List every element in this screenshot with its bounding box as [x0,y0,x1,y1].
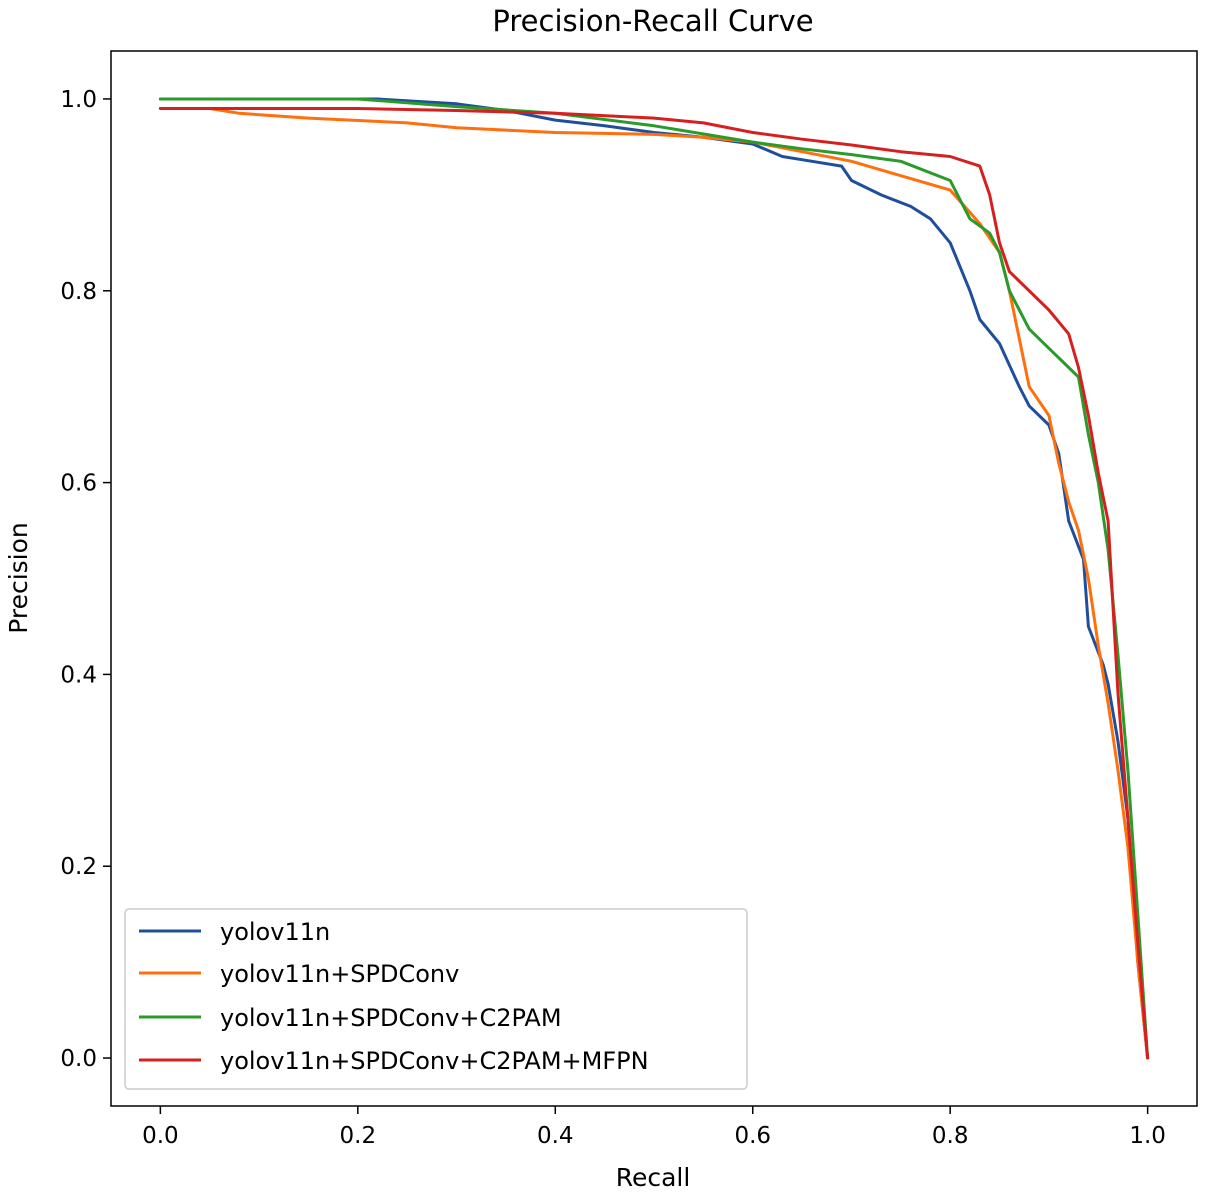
y-axis-label: Precision [4,522,33,634]
y-axis-ticks: 0.0 0.2 0.4 0.6 0.8 1.0 [60,87,111,1072]
legend-label-2: yolov11n+SPDConv [220,960,459,988]
series-line-3 [158,97,1150,1060]
y-tick-label: 0.8 [60,279,97,305]
x-tick-label: 0.8 [932,1123,969,1149]
x-tick-label: 0.4 [537,1123,574,1149]
legend-box [124,908,748,1090]
chart-title: Precision-Recall Curve [492,4,813,38]
legend-entries: yolov11n yolov11n+SPDConv yolov11n+SPDConv… [139,918,649,1075]
y-tick-label: 0.2 [60,854,97,880]
legend: yolov11n yolov11n+SPDConv yolov11n+SPDConv… [124,908,748,1090]
series-line-2 [158,107,1150,1060]
y-tick-label: 0.4 [60,662,97,688]
x-tick-label: 1.0 [1129,1123,1166,1149]
legend-label-4: yolov11n+SPDConv+C2PAM+MFPN [220,1047,649,1075]
x-axis-ticks: 0.0 0.2 0.4 0.6 0.8 1.0 [142,1106,1166,1149]
x-axis-label: Recall [616,1163,691,1192]
x-tick-label: 0.0 [142,1123,179,1149]
legend-label-3: yolov11n+SPDConv+C2PAM [220,1004,562,1032]
x-tick-label: 0.2 [340,1123,377,1149]
series-layer [158,97,1150,1060]
series-line-4 [158,107,1150,1060]
y-tick-label: 1.0 [60,87,97,113]
x-tick-label: 0.6 [734,1123,771,1149]
legend-label-1: yolov11n [220,918,330,946]
y-tick-label: 0.6 [60,471,97,497]
y-tick-label: 0.0 [60,1046,97,1072]
plot-frame [110,50,1198,1107]
